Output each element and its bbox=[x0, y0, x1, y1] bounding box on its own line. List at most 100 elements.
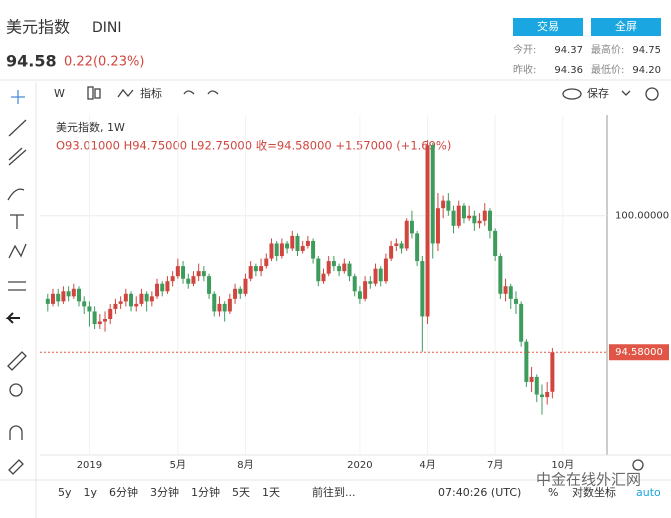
candle-body bbox=[51, 293, 56, 304]
candle-body bbox=[134, 303, 139, 307]
y-tick-label: 100.00000 bbox=[615, 211, 669, 222]
price-badge bbox=[609, 344, 669, 361]
candle-body bbox=[264, 258, 269, 267]
candle-body bbox=[71, 288, 76, 297]
range-button[interactable]: 1分钟 bbox=[191, 485, 220, 499]
candle-body bbox=[113, 303, 118, 309]
candle-body bbox=[399, 243, 404, 249]
candle-body bbox=[108, 308, 113, 319]
candle-body bbox=[441, 200, 446, 209]
candle-body bbox=[191, 276, 196, 284]
indicator-icon[interactable] bbox=[117, 88, 134, 98]
candle-body bbox=[233, 288, 238, 299]
log-toggle[interactable]: 对数坐标 bbox=[572, 485, 616, 499]
candle-body bbox=[347, 263, 352, 277]
candle-body bbox=[498, 256, 503, 294]
candle-body bbox=[316, 258, 321, 282]
chart-type-icon[interactable] bbox=[87, 86, 94, 100]
candle-body bbox=[274, 243, 279, 257]
candle-body bbox=[103, 319, 108, 322]
percent-toggle[interactable]: % bbox=[548, 486, 558, 499]
candle-body bbox=[524, 341, 529, 382]
settings[interactable] bbox=[645, 87, 659, 101]
candle-body bbox=[342, 263, 347, 272]
x-tick-label: 5月 bbox=[170, 459, 186, 471]
candle-body bbox=[170, 276, 175, 282]
candle-body bbox=[160, 283, 165, 292]
candle-body bbox=[87, 306, 92, 312]
candle-body bbox=[238, 288, 243, 294]
x-tick-label: 2019 bbox=[77, 460, 102, 471]
candle-body bbox=[352, 276, 357, 292]
candle-body bbox=[519, 303, 524, 342]
price-badge-label: 94.58000 bbox=[615, 347, 663, 358]
candle-body bbox=[545, 392, 550, 398]
candle-body bbox=[451, 210, 456, 226]
candle-body bbox=[77, 288, 82, 302]
candle-body bbox=[477, 220, 482, 224]
candle-body bbox=[456, 205, 461, 226]
candle-body bbox=[139, 293, 144, 304]
candle-body bbox=[259, 266, 264, 272]
candle-body bbox=[389, 245, 394, 259]
trade-button[interactable] bbox=[513, 18, 583, 36]
x-tick-label: 2020 bbox=[347, 460, 372, 471]
candle-body bbox=[420, 261, 425, 317]
candle-body bbox=[175, 266, 180, 277]
candle-body bbox=[415, 233, 420, 262]
chart-type-icon[interactable] bbox=[94, 88, 101, 99]
candle-body bbox=[482, 210, 487, 221]
price-change: 0.22(0.23%) bbox=[64, 55, 144, 70]
stat-value: 94.20 bbox=[632, 65, 661, 76]
candle-body bbox=[550, 352, 555, 392]
candle-body bbox=[212, 293, 217, 312]
range-button[interactable]: 5天 bbox=[232, 486, 250, 499]
candle-body bbox=[217, 303, 222, 312]
x-tick-label: 4月 bbox=[419, 459, 435, 471]
range-button[interactable]: 1y bbox=[84, 486, 98, 499]
trade-label[interactable]: 交易 bbox=[537, 19, 559, 33]
watermark: 中金在线外汇网 bbox=[536, 471, 641, 489]
redo[interactable] bbox=[207, 90, 219, 95]
candle-body bbox=[155, 283, 160, 297]
last-price: 94.58 bbox=[6, 52, 57, 71]
candle-body bbox=[300, 245, 305, 251]
candle-body bbox=[305, 240, 310, 246]
candle-body bbox=[404, 220, 409, 249]
stat-label: 昨收: bbox=[513, 63, 536, 76]
stat-label: 最高价: bbox=[591, 43, 624, 56]
save[interactable]: 保存 bbox=[587, 86, 609, 100]
range-button[interactable]: 3分钟 bbox=[150, 485, 179, 499]
candle-body bbox=[227, 298, 232, 312]
candle-body bbox=[82, 301, 87, 307]
interval[interactable]: W bbox=[54, 87, 65, 100]
candle-body bbox=[61, 291, 66, 302]
candle-body bbox=[326, 261, 331, 274]
axis-settings[interactable] bbox=[632, 459, 644, 471]
range-button[interactable]: 1天 bbox=[262, 486, 280, 499]
goto[interactable]: 前往到... bbox=[312, 485, 356, 499]
candle-body bbox=[425, 145, 430, 317]
candle-body bbox=[295, 235, 300, 251]
candle-body bbox=[269, 243, 274, 259]
candle-body bbox=[430, 145, 435, 244]
indicators[interactable]: 指标 bbox=[140, 86, 162, 100]
fullscreen-label[interactable]: 全屏 bbox=[615, 19, 637, 33]
drawing-tools[interactable] bbox=[5, 90, 27, 475]
cloud-icon[interactable] bbox=[562, 88, 582, 100]
candle-body bbox=[123, 293, 128, 302]
candle-body bbox=[513, 298, 518, 304]
candle-body bbox=[529, 376, 534, 382]
range-button[interactable]: 6分钟 bbox=[109, 485, 138, 499]
candle-body bbox=[378, 268, 383, 282]
auto-toggle[interactable]: auto bbox=[636, 486, 661, 499]
undo[interactable] bbox=[183, 90, 195, 95]
candle-body bbox=[66, 291, 71, 297]
dropdown[interactable] bbox=[621, 90, 631, 96]
stat-label: 今开: bbox=[513, 43, 536, 56]
fullscreen-button[interactable] bbox=[591, 18, 661, 36]
candle-body bbox=[118, 301, 123, 304]
range-button[interactable]: 5y bbox=[58, 486, 72, 499]
